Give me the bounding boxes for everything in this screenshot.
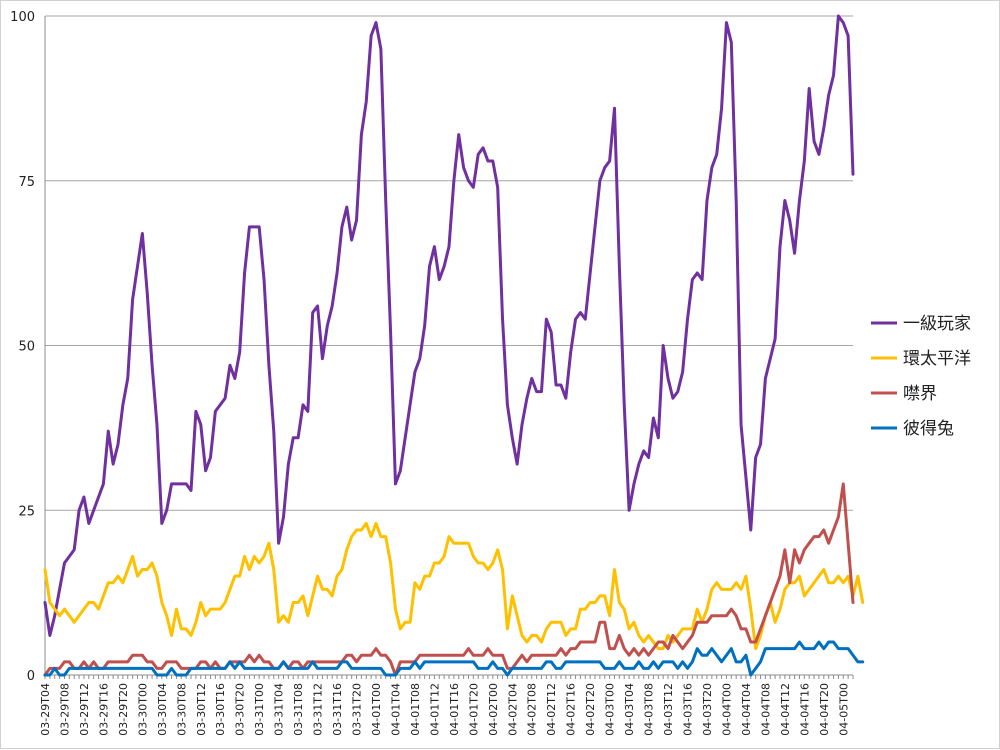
legend-label-0: 一級玩家 bbox=[903, 314, 971, 334]
x-tick-label: 04-04T04 bbox=[740, 683, 753, 736]
x-tick-label: 04-05T00 bbox=[837, 683, 850, 736]
x-tick-label: 04-03T12 bbox=[662, 683, 675, 736]
y-tick-label: 0 bbox=[27, 669, 35, 684]
x-tick-label: 03-30T20 bbox=[234, 683, 247, 736]
x-tick-label: 03-30T08 bbox=[175, 683, 188, 736]
x-tick-label: 03-31T12 bbox=[312, 683, 325, 736]
x-tick-label: 03-30T12 bbox=[195, 683, 208, 736]
x-tick-label: 03-31T00 bbox=[253, 683, 266, 736]
x-tick-label: 04-03T04 bbox=[623, 683, 636, 736]
gridlines bbox=[45, 15, 853, 676]
x-tick-label: 03-29T20 bbox=[117, 683, 130, 736]
x-tick-label: 04-04T20 bbox=[818, 683, 831, 736]
series-line-3 bbox=[43, 640, 865, 677]
y-tick-label: 50 bbox=[18, 340, 35, 355]
x-tick-label: 04-01T04 bbox=[389, 683, 402, 736]
y-tick-label: 100 bbox=[10, 10, 35, 25]
x-tick-label: 04-01T12 bbox=[428, 683, 441, 736]
y-tick-label: 25 bbox=[18, 504, 35, 519]
x-tick-label: 04-04T00 bbox=[720, 683, 733, 736]
x-tick-label: 04-02T12 bbox=[545, 683, 558, 736]
x-tick-label: 03-29T04 bbox=[39, 683, 52, 736]
x-axis: 03-29T04 03-29T08 03-29T12 03-29T16 03-29T20… bbox=[39, 675, 854, 736]
x-tick-label: 03-29T16 bbox=[97, 683, 110, 736]
x-tick-label: 03-31T16 bbox=[331, 683, 344, 736]
x-tick-label: 04-04T12 bbox=[779, 683, 792, 736]
x-tick-label: 03-29T08 bbox=[58, 683, 71, 736]
x-tick-label: 03-30T04 bbox=[156, 683, 169, 736]
series-line-0 bbox=[43, 14, 855, 637]
x-tick-label: 04-04T08 bbox=[759, 683, 772, 736]
x-tick-label: 04-01T08 bbox=[409, 683, 422, 736]
y-axis: 0 25 50 75 100 bbox=[10, 10, 46, 684]
x-tick-label: 03-30T16 bbox=[214, 683, 227, 736]
series-lines bbox=[43, 14, 865, 677]
x-tick-label: 04-01T20 bbox=[467, 683, 480, 736]
x-tick-label: 04-02T16 bbox=[565, 683, 578, 736]
x-tick-label: 04-02T08 bbox=[526, 683, 539, 736]
x-tick-label: 04-03T00 bbox=[604, 683, 617, 736]
series-line-2 bbox=[43, 482, 855, 677]
x-tick-label: 04-02T20 bbox=[584, 683, 597, 736]
x-tick-label: 04-03T20 bbox=[701, 683, 714, 736]
x-tick-label: 03-30T00 bbox=[136, 683, 149, 736]
x-tick-label: 04-02T00 bbox=[487, 683, 500, 736]
x-tick-label: 04-03T08 bbox=[643, 683, 656, 736]
y-tick-label: 75 bbox=[18, 175, 35, 190]
x-tick-label: 04-02T04 bbox=[506, 683, 519, 736]
x-tick-label: 04-03T16 bbox=[682, 683, 695, 736]
x-tick-label: 03-31T08 bbox=[292, 683, 305, 736]
x-tick-label: 04-04T16 bbox=[798, 683, 811, 736]
x-tick-label: 04-01T16 bbox=[448, 683, 461, 736]
x-tick-label: 03-31T20 bbox=[351, 683, 364, 736]
series-line-1 bbox=[43, 521, 865, 651]
legend-label-1: 環太平洋 bbox=[903, 349, 971, 369]
x-tick-label: 04-01T00 bbox=[370, 683, 383, 736]
legend-label-2: 噤界 bbox=[903, 384, 937, 404]
x-tick-label: 03-31T04 bbox=[273, 683, 286, 736]
x-tick-label: 03-29T12 bbox=[78, 683, 91, 736]
legend-label-3: 彼得兔 bbox=[903, 419, 954, 439]
